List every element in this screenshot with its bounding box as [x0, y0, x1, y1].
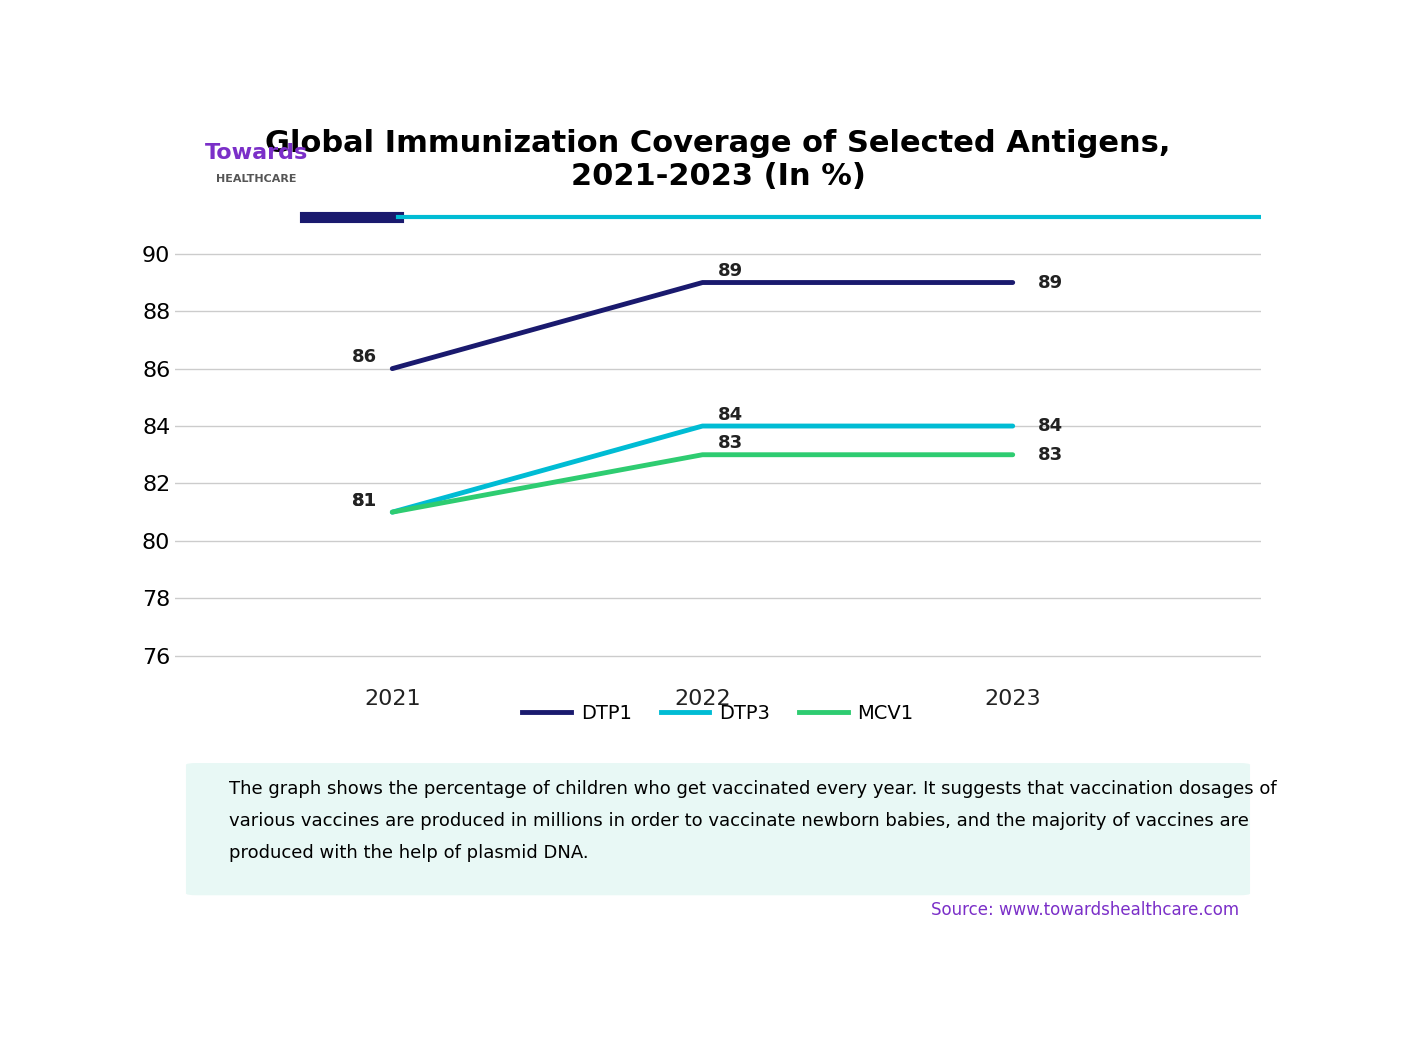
Text: Global Immunization Coverage of Selected Antigens,
2021-2023 (In %): Global Immunization Coverage of Selected…: [265, 129, 1171, 192]
Text: 83: 83: [717, 434, 743, 453]
FancyBboxPatch shape: [186, 763, 1250, 895]
Text: 81: 81: [352, 491, 377, 510]
Text: 89: 89: [1038, 274, 1063, 291]
Text: 84: 84: [717, 406, 743, 424]
Text: 89: 89: [717, 262, 743, 280]
Legend: DTP1, DTP3, MCV1: DTP1, DTP3, MCV1: [514, 696, 922, 731]
Text: 86: 86: [352, 349, 377, 366]
Text: 84: 84: [1038, 417, 1063, 435]
Text: HEALTHCARE: HEALTHCARE: [216, 174, 297, 184]
Text: 83: 83: [1038, 446, 1063, 463]
Text: Towards: Towards: [205, 143, 308, 163]
Text: Source: www.towardshealthcare.com: Source: www.towardshealthcare.com: [932, 902, 1240, 919]
Text: The graph shows the percentage of children who get vaccinated every year. It sug: The graph shows the percentage of childr…: [230, 780, 1278, 862]
Text: 81: 81: [352, 491, 377, 510]
